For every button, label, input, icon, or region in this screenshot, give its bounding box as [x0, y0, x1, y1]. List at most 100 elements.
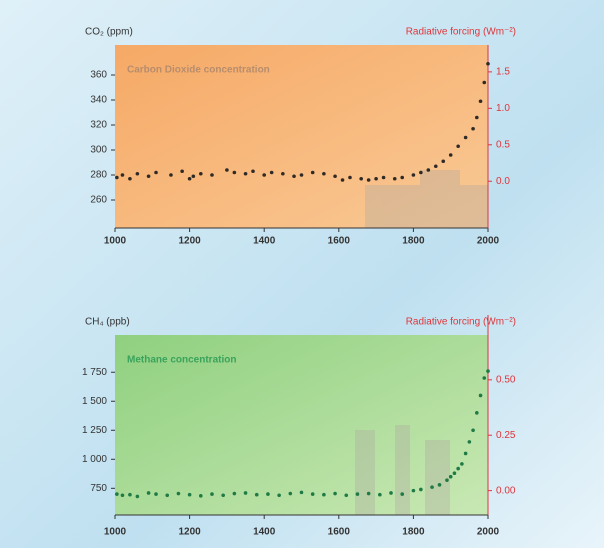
point — [456, 467, 460, 471]
point — [438, 483, 442, 487]
y2-tick-label: 0.50 — [496, 374, 516, 385]
point — [430, 485, 434, 489]
x-tick-label: 1200 — [178, 527, 201, 538]
point — [475, 411, 479, 415]
point — [128, 177, 132, 181]
y2-tick-label: 1.5 — [496, 67, 510, 78]
point — [445, 478, 449, 482]
point — [255, 493, 259, 497]
point — [154, 492, 158, 496]
y-tick-label: 260 — [90, 195, 107, 206]
point — [136, 172, 140, 176]
x-tick-label: 2000 — [477, 236, 500, 247]
y-tick-label: 750 — [90, 483, 107, 494]
y-tick-label: 360 — [90, 70, 107, 81]
x-tick-label: 1600 — [328, 527, 351, 538]
point — [225, 168, 229, 172]
point — [121, 493, 125, 497]
point — [374, 177, 378, 181]
point — [341, 178, 345, 182]
point — [348, 176, 352, 180]
point — [482, 81, 486, 85]
point — [419, 171, 423, 175]
point — [165, 493, 169, 497]
chart-title: Carbon Dioxide concentration — [127, 65, 270, 76]
point — [456, 144, 460, 148]
point — [289, 492, 293, 496]
x-tick-label: 1800 — [402, 236, 425, 247]
point — [244, 172, 248, 176]
point — [121, 173, 125, 177]
point — [400, 176, 404, 180]
y2-tick-label: 0.00 — [496, 485, 516, 496]
point — [277, 493, 281, 497]
x-tick-label: 1000 — [104, 527, 127, 538]
point — [367, 492, 371, 496]
point — [128, 493, 132, 497]
point — [311, 492, 315, 496]
point — [147, 174, 151, 178]
y-tick-label: 300 — [90, 145, 107, 156]
point — [471, 428, 475, 432]
point — [449, 475, 453, 479]
x-tick-label: 1800 — [402, 527, 425, 538]
x-tick-label: 1600 — [328, 236, 351, 247]
y-tick-label: 280 — [90, 170, 107, 181]
point — [311, 171, 315, 175]
point — [322, 493, 326, 497]
point — [464, 452, 468, 456]
point — [115, 176, 119, 180]
y-tick-label: 1 500 — [82, 396, 107, 407]
point — [486, 369, 490, 373]
point — [482, 376, 486, 380]
y-tick-label: 1 000 — [82, 454, 107, 465]
point — [188, 177, 192, 181]
y-tick-label: 1 750 — [82, 367, 107, 378]
point — [233, 492, 237, 496]
point — [344, 493, 348, 497]
point — [449, 153, 453, 157]
point — [359, 177, 363, 181]
y2-tick-label: 0.5 — [496, 139, 510, 150]
point — [322, 172, 326, 176]
point — [221, 493, 225, 497]
point — [262, 173, 266, 177]
point — [475, 116, 479, 120]
point — [210, 492, 214, 496]
point — [333, 174, 337, 178]
point — [393, 177, 397, 181]
point — [180, 169, 184, 173]
x-tick-label: 2000 — [477, 527, 500, 538]
point — [453, 471, 457, 475]
chart-title: Methane concentration — [127, 355, 236, 366]
x-tick-label: 1400 — [253, 527, 276, 538]
y2-axis-label: Radiative forcing (Wm⁻²) — [406, 27, 516, 38]
x-tick-label: 1000 — [104, 236, 127, 247]
point — [400, 492, 404, 496]
point — [427, 168, 431, 172]
point — [199, 172, 203, 176]
point — [169, 173, 173, 177]
point — [251, 169, 255, 173]
x-tick-label: 1400 — [253, 236, 276, 247]
point — [382, 176, 386, 180]
point — [479, 394, 483, 398]
point — [210, 173, 214, 177]
y2-axis-label: Radiative forcing (Wm⁻²) — [406, 317, 516, 328]
point — [460, 462, 464, 466]
point — [441, 159, 445, 163]
point — [300, 173, 304, 177]
point — [479, 99, 483, 103]
point — [244, 491, 248, 495]
point — [464, 136, 468, 140]
y-axis-label: CH₄ (ppb) — [85, 317, 130, 328]
point — [412, 173, 416, 177]
point — [412, 489, 416, 493]
point — [188, 493, 192, 497]
point — [199, 494, 203, 498]
figure: CO₂ (ppm)Radiative forcing (Wm⁻²)Carbon … — [0, 0, 604, 548]
point — [270, 171, 274, 175]
point — [486, 62, 490, 66]
y2-tick-label: 0.25 — [496, 430, 516, 441]
point — [292, 174, 296, 178]
